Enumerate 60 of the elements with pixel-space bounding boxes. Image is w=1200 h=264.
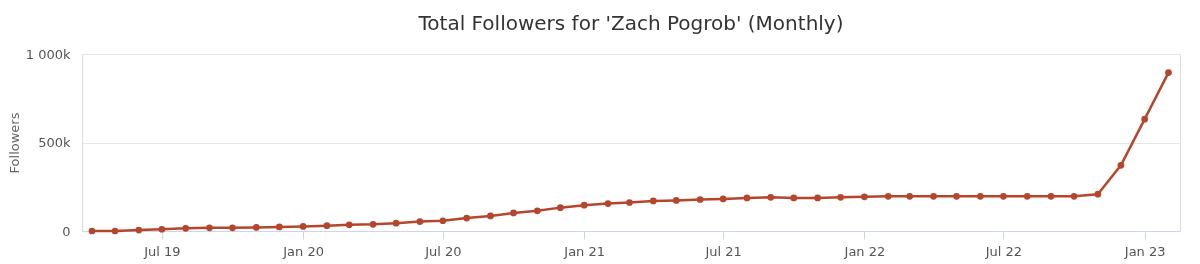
point: [158, 225, 166, 233]
point: [604, 200, 612, 207]
point: [252, 224, 260, 231]
point: [649, 197, 657, 205]
x-tick-label: Jul 21: [704, 243, 742, 259]
point: [837, 194, 844, 201]
x-tick-label: Jul 20: [424, 243, 462, 259]
point: [861, 193, 868, 201]
point: [135, 226, 143, 234]
point: [557, 204, 564, 211]
x-tick-label: Jan 22: [843, 243, 886, 259]
point: [392, 219, 400, 227]
point: [275, 223, 283, 231]
point: [626, 199, 633, 206]
point: [790, 194, 798, 202]
point: [1023, 192, 1031, 200]
chart-title: Total Followers for 'Zach Pogrob' (Monthly): [417, 11, 844, 35]
point: [369, 220, 377, 228]
point: [323, 222, 331, 230]
point: [111, 227, 119, 235]
x-tick-label: Jul 22: [984, 243, 1023, 259]
point: [439, 217, 447, 225]
y-tick-label: 500k: [38, 135, 71, 150]
y-tick-label: 0: [62, 223, 71, 239]
point: [814, 194, 821, 202]
x-tick-label: Jan 20: [282, 243, 324, 259]
y-axis-title: Followers: [6, 112, 22, 174]
point: [930, 192, 937, 200]
y-tick-label: 1 000k: [25, 46, 71, 62]
point: [977, 192, 984, 200]
point: [696, 196, 704, 203]
point: [1047, 192, 1055, 200]
x-tick-label: Jan 21: [563, 243, 606, 259]
point: [533, 207, 541, 215]
point: [743, 194, 751, 202]
point: [1141, 115, 1149, 123]
point: [88, 227, 96, 235]
point: [463, 214, 471, 222]
point: [906, 192, 914, 200]
point: [1094, 190, 1102, 198]
point: [487, 212, 494, 220]
point: [345, 221, 353, 229]
x-tick-label: Jan 23: [1123, 243, 1166, 259]
point: [1070, 192, 1078, 200]
point: [1117, 161, 1125, 169]
point: [1000, 192, 1007, 200]
point: [884, 192, 892, 200]
point: [580, 201, 588, 209]
point: [182, 225, 190, 232]
point: [510, 209, 517, 217]
point: [229, 224, 236, 232]
point: [672, 197, 680, 204]
point: [299, 223, 307, 230]
point: [767, 194, 775, 201]
point: [719, 195, 727, 203]
point: [1165, 69, 1172, 76]
point: [416, 218, 424, 225]
point: [206, 224, 213, 232]
point: [953, 192, 960, 200]
x-tick-label: Jul 19: [143, 243, 181, 259]
